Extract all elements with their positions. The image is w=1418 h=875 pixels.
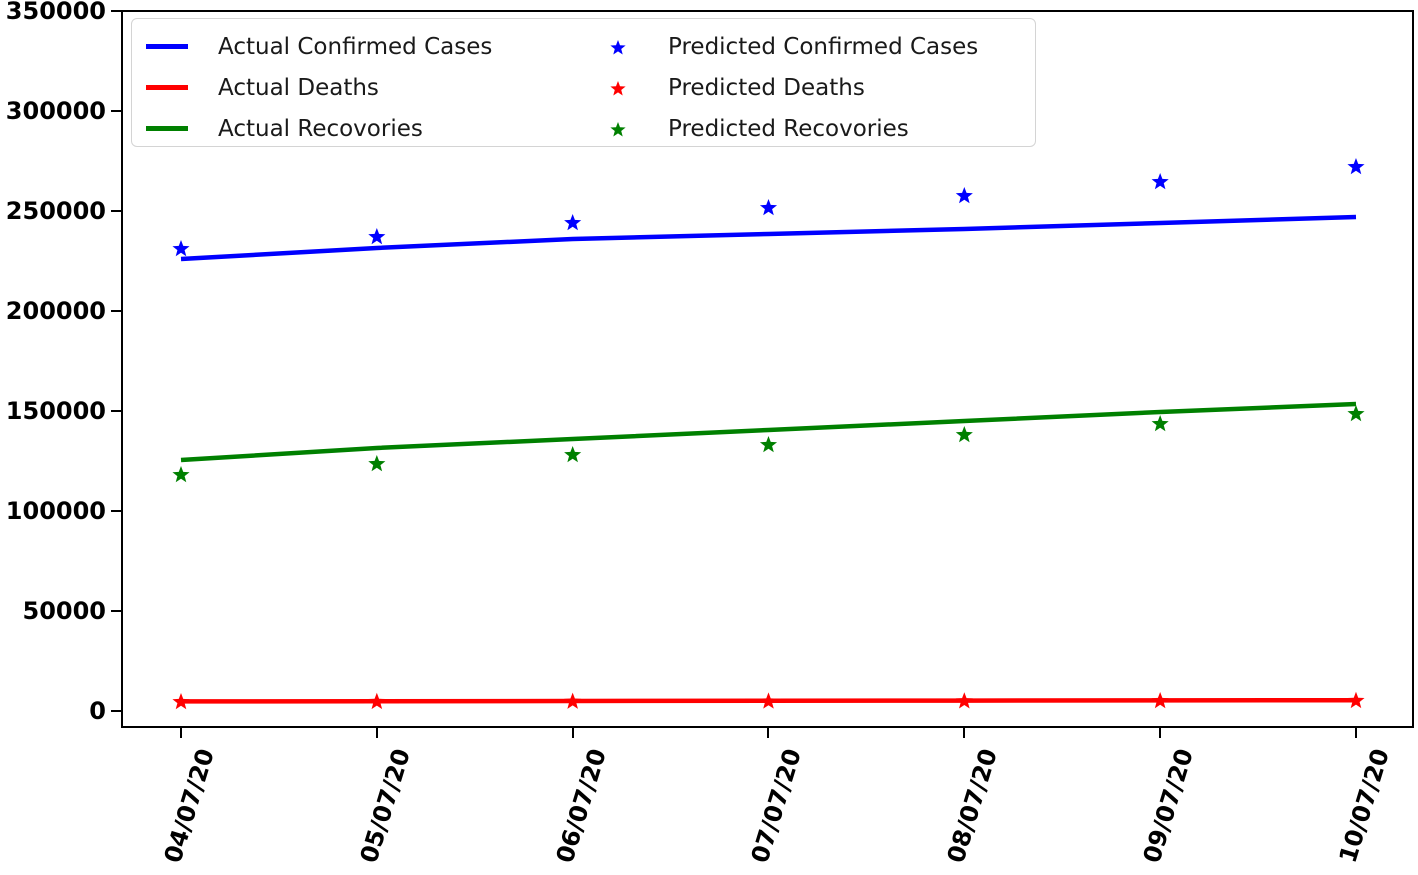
y-tick-label: 200000 <box>5 297 106 325</box>
top-spine <box>121 10 1414 12</box>
right-spine <box>1412 10 1414 728</box>
y-tick-mark <box>111 10 122 12</box>
legend-star-icon <box>610 81 626 96</box>
series-stars-predicted-recovories <box>172 405 1365 483</box>
y-tick-label: 150000 <box>5 397 106 425</box>
legend-label: Actual Confirmed Cases <box>218 34 493 60</box>
x-tick-mark <box>767 727 770 738</box>
star-glyph <box>610 40 626 55</box>
legend-row: Actual Deaths Predicted Deaths <box>132 68 1035 106</box>
y-tick-mark <box>111 210 122 212</box>
y-tick-mark <box>111 510 122 512</box>
y-tick-mark <box>111 110 122 112</box>
legend-row: Actual Confirmed Cases Predicted Confirme… <box>132 27 1035 65</box>
legend-row: Actual Recovories Predicted Recovories <box>132 109 1035 147</box>
series-stars-predicted-deaths <box>172 691 1365 710</box>
y-tick-mark <box>111 610 122 612</box>
legend: Actual Confirmed Cases Predicted Confirme… <box>131 18 1036 147</box>
y-tick-mark <box>111 710 122 712</box>
y-tick-label: 350000 <box>5 0 106 25</box>
legend-line-swatch-icon <box>146 126 188 131</box>
legend-label: Actual Recovories <box>218 116 423 142</box>
legend-label: Predicted Recovories <box>668 116 909 142</box>
series-line-actual-recovories <box>180 401 1357 463</box>
y-tick-label: 300000 <box>5 97 106 125</box>
series-stars-predicted-confirmed-cases <box>172 158 1365 257</box>
x-tick-mark <box>571 727 574 738</box>
y-tick-mark <box>111 310 122 312</box>
legend-label: Predicted Deaths <box>668 75 865 101</box>
legend-line-swatch-icon <box>146 85 188 90</box>
x-tick-mark <box>180 727 182 738</box>
y-tick-label: 250000 <box>5 197 106 225</box>
x-tick-mark <box>1159 727 1162 738</box>
y-axis-spine <box>121 10 123 728</box>
star-glyph <box>610 122 626 137</box>
legend-star-icon <box>610 122 626 137</box>
series-line-actual-confirmed-cases <box>180 214 1357 262</box>
legend-label: Actual Deaths <box>218 75 379 101</box>
star-glyph <box>610 81 626 96</box>
y-tick-label: 100000 <box>5 497 106 525</box>
x-tick-mark <box>375 727 378 738</box>
y-tick-label: 0 <box>89 697 106 725</box>
x-tick-mark <box>1354 727 1357 738</box>
y-tick-label: 50000 <box>22 597 107 625</box>
legend-line-swatch-icon <box>146 44 188 49</box>
legend-label: Predicted Confirmed Cases <box>668 34 979 60</box>
y-tick-mark <box>111 410 122 412</box>
legend-star-icon <box>610 40 626 55</box>
x-tick-mark <box>963 727 966 738</box>
